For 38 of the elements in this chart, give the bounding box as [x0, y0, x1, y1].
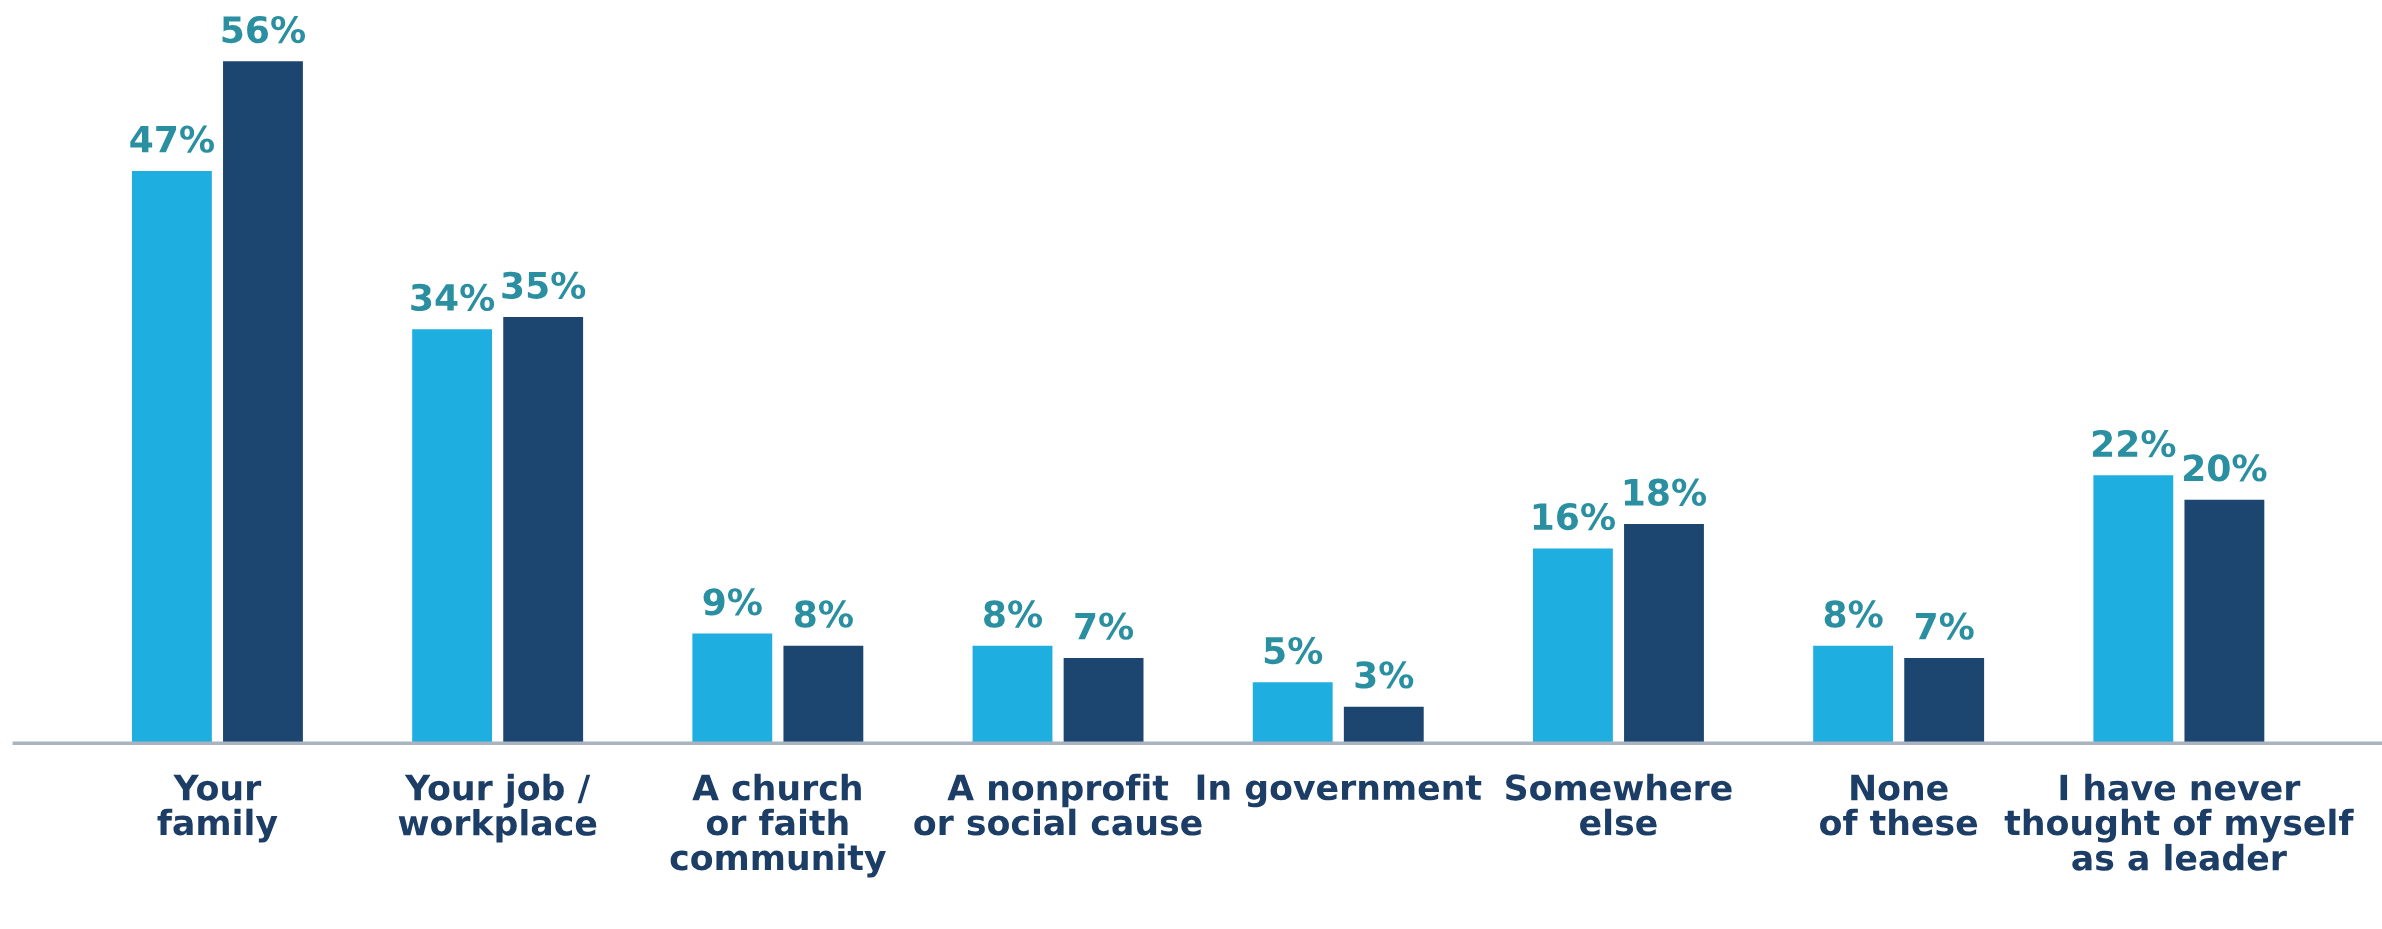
bar: [223, 61, 303, 744]
x-tick-label: Somewhere else: [1506, 773, 1732, 836]
bar: [783, 645, 864, 744]
data-label: 7%: [1915, 612, 1974, 640]
x-tick-label: None of these: [1820, 774, 1978, 836]
x-tick-label: A church or faith community: [670, 773, 886, 878]
data-label: 47%: [130, 125, 214, 153]
data-label: 56%: [222, 15, 306, 44]
bar: [412, 329, 493, 744]
data-label: 3%: [1355, 661, 1414, 689]
x-tick-label: Your family: [157, 774, 278, 843]
bar: [692, 633, 773, 744]
data-label: 8%: [984, 600, 1043, 628]
data-label: 18%: [1624, 478, 1707, 506]
data-label: 9%: [703, 588, 762, 616]
bar: [1904, 657, 1985, 744]
data-label: 22%: [2092, 429, 2176, 458]
bar: [2184, 499, 2265, 744]
bar: [1343, 706, 1424, 744]
bar: [131, 170, 212, 744]
bar: [1532, 548, 1613, 744]
data-label: 7%: [1075, 612, 1134, 640]
bar: [1813, 645, 1894, 744]
data-label: 5%: [1264, 636, 1323, 665]
bar: [2093, 475, 2174, 744]
data-label: 16%: [1533, 502, 1615, 531]
bar: [503, 317, 584, 744]
bar: [1252, 682, 1333, 744]
x-tick-label: Your job / workplace: [398, 773, 597, 843]
bar: [1063, 657, 1144, 744]
data-label: 35%: [502, 271, 586, 299]
data-label: 34%: [411, 283, 495, 312]
bar: [1624, 524, 1704, 744]
data-label: 20%: [2184, 454, 2267, 482]
bar: [972, 645, 1053, 744]
data-label: 8%: [1824, 600, 1883, 628]
data-label: 8%: [794, 600, 853, 628]
x-tick-label: I have never thought of myself as a leader: [2004, 773, 2354, 871]
